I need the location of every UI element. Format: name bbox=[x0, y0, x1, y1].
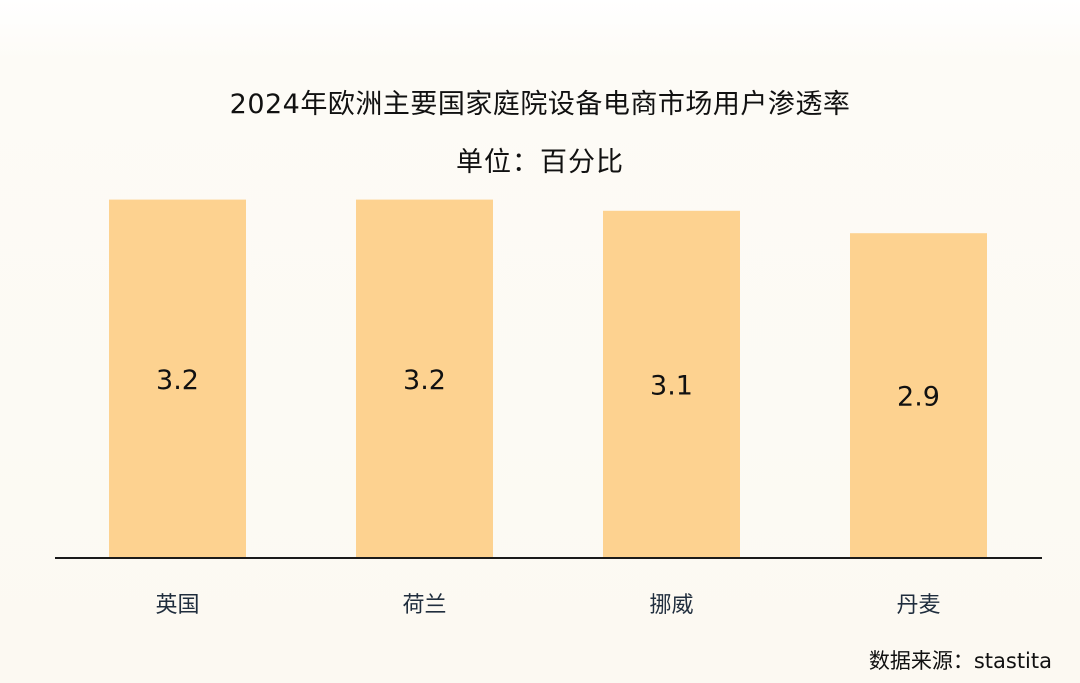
bar bbox=[603, 210, 740, 559]
chart-title: 2024年欧洲主要国家庭院设备电商市场用户渗透率 bbox=[229, 89, 851, 120]
bar bbox=[356, 199, 493, 558]
bars-group bbox=[109, 199, 987, 559]
bar-value-label: 3.1 bbox=[650, 370, 693, 401]
value-labels-group: 3.2 3.2 3.1 2.9 bbox=[156, 365, 940, 413]
chart-subtitle: 单位：百分比 bbox=[456, 147, 624, 178]
bar-value-label: 3.2 bbox=[403, 365, 446, 396]
source-note: 数据来源：stastita bbox=[868, 649, 1052, 673]
category-labels-group: 英国 荷兰 挪威 丹麦 bbox=[155, 593, 940, 618]
category-label: 英国 bbox=[155, 593, 199, 618]
bar bbox=[850, 233, 987, 558]
bar bbox=[109, 199, 246, 558]
category-label: 丹麦 bbox=[896, 593, 940, 618]
category-label: 荷兰 bbox=[402, 593, 446, 618]
bar-value-label: 2.9 bbox=[897, 382, 940, 413]
category-label: 挪威 bbox=[649, 593, 693, 618]
bar-value-label: 3.2 bbox=[156, 365, 199, 396]
